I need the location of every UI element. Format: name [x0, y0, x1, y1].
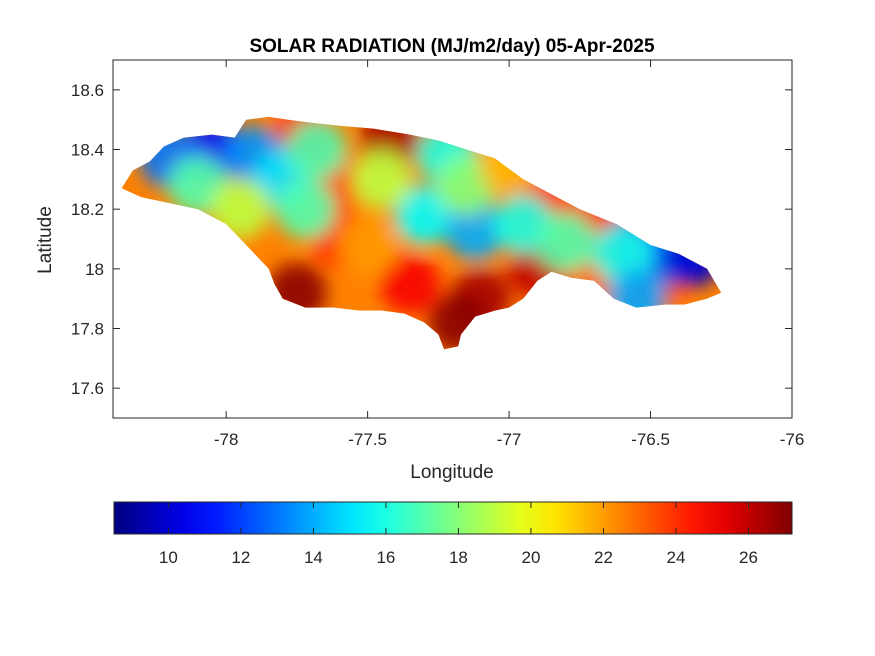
colorbar-tick-label: 14 [304, 548, 323, 567]
field-cell [535, 211, 596, 272]
colorbar-tick-label: 24 [667, 548, 686, 567]
field-cell [337, 214, 398, 275]
y-tick-label: 18.4 [71, 141, 104, 160]
colorbar-tick-label: 18 [449, 548, 468, 567]
field-cell [275, 179, 336, 240]
colorbar-tick-label: 10 [159, 548, 178, 567]
colorbar-tick-label: 26 [739, 548, 758, 567]
y-tick-label: 17.6 [71, 379, 104, 398]
field-cell [394, 185, 455, 246]
x-tick-label: -77.5 [348, 430, 387, 449]
y-tick-label: 17.8 [71, 320, 104, 339]
field-cell [351, 149, 412, 210]
colorbar [113, 501, 793, 535]
chart-title: SOLAR RADIATION (MJ/m2/day) 05-Apr-2025 [249, 36, 654, 57]
y-axis: 17.6 17.8 18 18.2 18.4 18.6 [71, 81, 792, 398]
y-axis-label: Latitude [35, 206, 56, 274]
y-tick-label: 18.2 [71, 200, 104, 219]
field-cell [445, 200, 506, 261]
y-tick-label: 18 [85, 260, 104, 279]
x-axis-label: Longitude [410, 462, 493, 483]
x-tick-label: -76.5 [631, 430, 670, 449]
x-tick-label: -78 [214, 430, 239, 449]
field-cell [286, 119, 347, 180]
x-tick-label: -76 [780, 430, 805, 449]
field-cell [380, 253, 441, 314]
x-axis: -78 -77.5 -77 -76.5 -76 [214, 60, 804, 449]
x-tick-label: -77 [497, 430, 522, 449]
colorbar-tick-label: 16 [376, 548, 395, 567]
colorbar-tick-label: 20 [521, 548, 540, 567]
colorbar-ticks: 10 12 14 16 18 20 22 24 26 [159, 502, 758, 567]
colorbar-tick-label: 22 [594, 548, 613, 567]
y-tick-label: 18.6 [71, 81, 104, 100]
colorbar-tick-label: 12 [231, 548, 250, 567]
